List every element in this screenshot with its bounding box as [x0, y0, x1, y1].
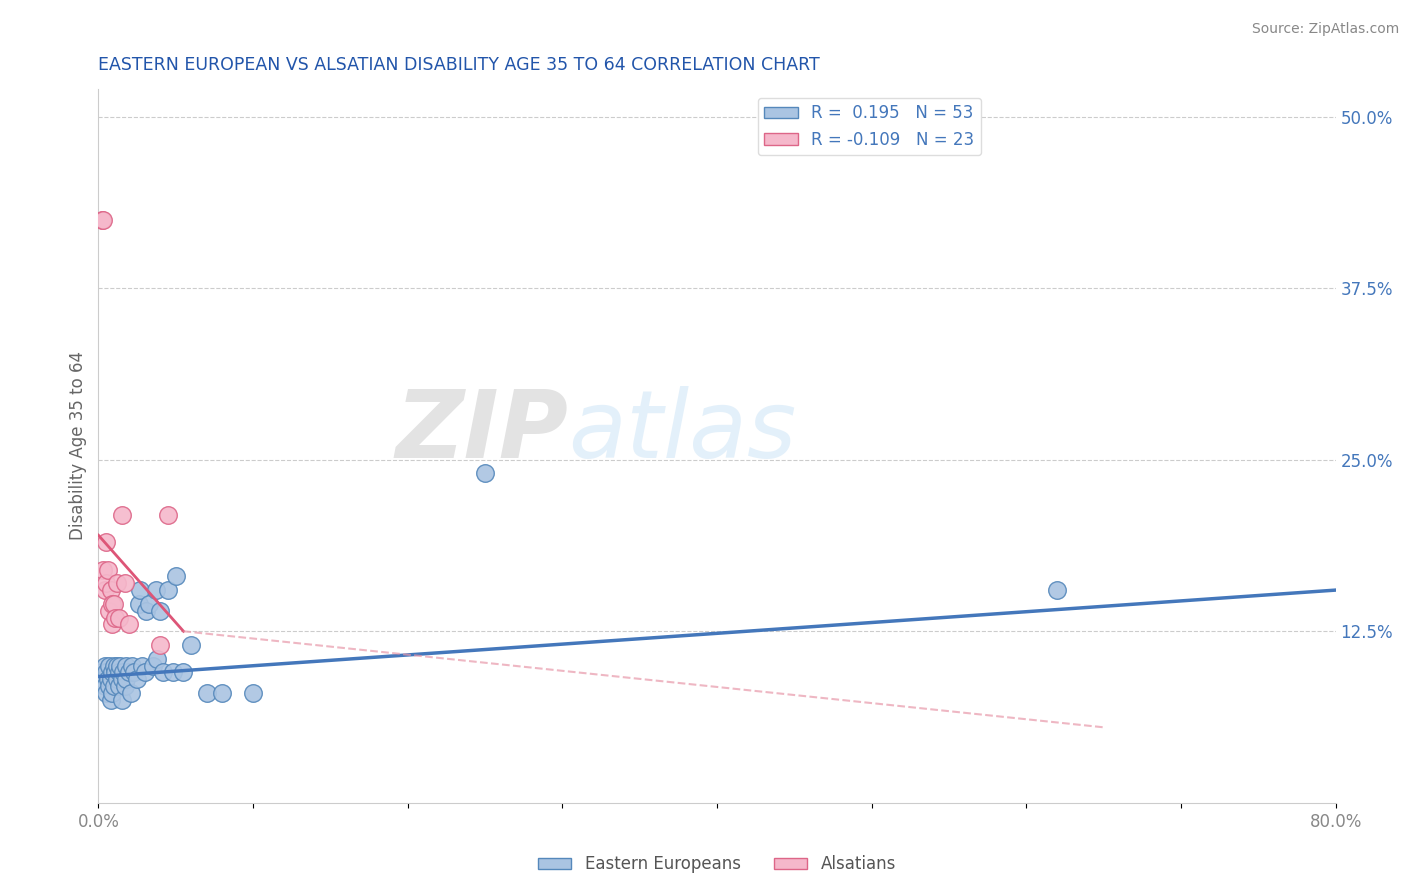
Point [100, 673, 122, 687]
Point [131, 658, 153, 673]
Point [149, 604, 172, 618]
Point [146, 651, 169, 665]
Point [115, 658, 138, 673]
Point [138, 597, 160, 611]
Point [114, 576, 136, 591]
Point [96, 535, 118, 549]
Point [107, 610, 129, 624]
Point [97, 562, 120, 576]
Point [152, 665, 174, 680]
Point [173, 665, 195, 680]
Point [103, 658, 125, 673]
Point [111, 508, 134, 522]
Text: EASTERN EUROPEAN VS ALSATIAN DISABILITY AGE 35 TO 64 CORRELATION CHART: EASTERN EUROPEAN VS ALSATIAN DISABILITY … [98, 56, 820, 74]
Point [108, 658, 131, 673]
Point [101, 686, 124, 700]
Point [101, 597, 124, 611]
Point [101, 617, 124, 632]
Point [242, 686, 264, 700]
Point [105, 658, 128, 673]
Point [103, 597, 125, 611]
Point [474, 467, 496, 481]
Point [98, 658, 121, 673]
Point [120, 686, 142, 700]
Point [111, 693, 134, 707]
Point [90, 665, 112, 680]
Point [142, 658, 165, 673]
Point [157, 508, 180, 522]
Point [96, 686, 118, 700]
Point [100, 583, 122, 598]
Point [165, 569, 187, 583]
Point [98, 679, 121, 693]
Point [129, 583, 152, 598]
Y-axis label: Disability Age 35 to 64: Disability Age 35 to 64 [69, 351, 87, 541]
Text: atlas: atlas [568, 386, 797, 477]
Point [135, 604, 157, 618]
Point [149, 638, 172, 652]
Point [114, 679, 136, 693]
Point [100, 693, 122, 707]
Point [107, 679, 129, 693]
Point [157, 583, 180, 598]
Point [211, 686, 233, 700]
Legend: Eastern Europeans, Alsatians: Eastern Europeans, Alsatians [531, 849, 903, 880]
Point [91, 212, 114, 227]
Point [91, 673, 114, 687]
Point [96, 576, 118, 591]
Point [112, 665, 135, 680]
Point [96, 665, 118, 680]
Point [103, 679, 125, 693]
Point [105, 576, 128, 591]
Point [121, 658, 143, 673]
Point [104, 665, 127, 680]
Point [111, 673, 134, 687]
Point [93, 658, 115, 673]
Point [127, 673, 149, 687]
Point [91, 562, 114, 576]
Point [101, 665, 124, 680]
Point [90, 212, 112, 227]
Text: Source: ZipAtlas.com: Source: ZipAtlas.com [1251, 22, 1399, 37]
Point [134, 665, 156, 680]
Point [107, 665, 129, 680]
Point [122, 665, 145, 680]
Point [97, 673, 120, 687]
Point [118, 665, 141, 680]
Point [180, 638, 202, 652]
Point [115, 673, 138, 687]
Point [93, 679, 115, 693]
Text: ZIP: ZIP [395, 385, 568, 478]
Point [128, 597, 150, 611]
Point [105, 673, 128, 687]
Point [195, 686, 218, 700]
Point [1046, 583, 1069, 598]
Point [162, 665, 184, 680]
Point [104, 610, 127, 624]
Point [118, 617, 141, 632]
Point [93, 583, 115, 598]
Point [98, 604, 121, 618]
Point [145, 583, 167, 598]
